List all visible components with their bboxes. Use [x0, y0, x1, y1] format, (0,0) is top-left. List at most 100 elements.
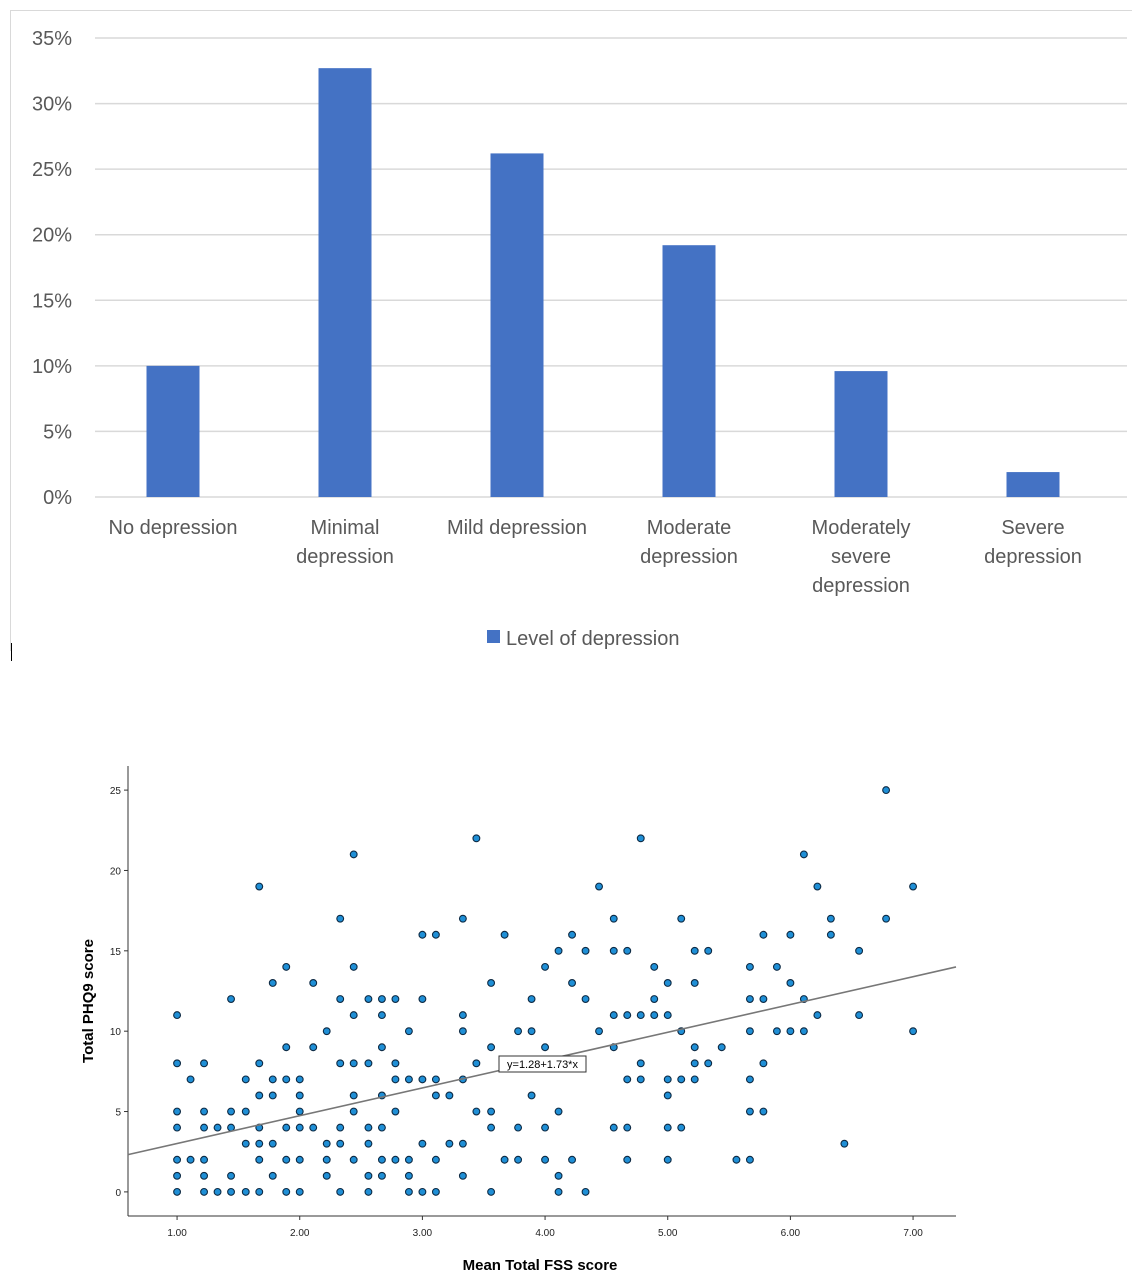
data-point — [636, 1011, 645, 1020]
data-point — [568, 1155, 577, 1164]
data-point — [255, 1059, 264, 1068]
data-point — [364, 1059, 373, 1068]
data-point — [882, 786, 891, 795]
data-point — [745, 1107, 754, 1116]
data-point — [527, 1091, 536, 1100]
data-point — [295, 1123, 304, 1132]
data-point — [663, 1011, 672, 1020]
data-point — [364, 995, 373, 1003]
data-point — [364, 1187, 373, 1196]
data-point — [882, 914, 891, 923]
data-point — [554, 1171, 563, 1180]
y-tick-label: 0% — [43, 487, 72, 509]
data-point — [650, 1011, 659, 1020]
data-point — [309, 1123, 318, 1132]
data-point — [663, 1075, 672, 1084]
data-point — [173, 1059, 182, 1068]
data-point — [704, 946, 713, 955]
data-point — [472, 1107, 481, 1116]
equation-label: y=1.28+1.73*x — [507, 1059, 578, 1071]
data-point — [745, 995, 754, 1003]
data-point — [418, 1139, 427, 1148]
data-point — [282, 1123, 291, 1132]
data-point — [241, 1139, 250, 1148]
data-point — [759, 930, 768, 939]
data-point — [663, 1155, 672, 1164]
data-point — [418, 930, 427, 939]
data-point — [322, 1139, 331, 1148]
data-point — [458, 1027, 467, 1036]
data-point — [595, 1027, 603, 1036]
data-point — [309, 979, 318, 987]
data-point — [541, 1155, 550, 1164]
text-cursor-mark — [11, 643, 12, 661]
data-point — [487, 1187, 496, 1196]
category-label: Mild depression — [447, 517, 587, 539]
data-point — [745, 962, 754, 971]
data-point — [295, 1107, 304, 1116]
data-point — [514, 1155, 523, 1164]
data-point — [282, 962, 291, 971]
data-point — [295, 1091, 304, 1100]
data-point — [255, 1139, 264, 1148]
data-point — [568, 979, 577, 987]
x-tick-label: 5.00 — [658, 1228, 678, 1239]
data-point — [404, 1075, 413, 1084]
data-point — [581, 1187, 590, 1196]
y-tick-label: 30% — [32, 94, 72, 116]
data-point — [541, 962, 550, 971]
data-point — [458, 1171, 467, 1180]
data-point — [623, 1155, 632, 1164]
y-tick-label: 25 — [110, 786, 122, 797]
data-point — [349, 1155, 358, 1164]
data-point — [458, 914, 467, 923]
data-point — [336, 995, 345, 1003]
data-point — [554, 1107, 563, 1116]
data-point — [527, 1027, 536, 1036]
data-point — [759, 995, 768, 1003]
y-tick-label: 35% — [32, 28, 72, 50]
category-label: Severe — [1001, 517, 1064, 539]
data-point — [268, 1075, 277, 1084]
data-point — [472, 1059, 481, 1068]
data-point — [445, 1091, 454, 1100]
data-point — [677, 1075, 686, 1084]
chart-border — [10, 10, 1132, 651]
data-point — [609, 914, 618, 923]
category-label: severe — [831, 546, 891, 568]
data-point — [241, 1187, 250, 1196]
data-point — [309, 1043, 318, 1052]
data-point — [745, 1075, 754, 1084]
data-point — [717, 1043, 726, 1052]
y-tick-label: 25% — [32, 159, 72, 181]
data-point — [227, 995, 235, 1003]
data-point — [595, 882, 603, 891]
data-point — [663, 1091, 672, 1100]
data-point — [541, 1043, 550, 1052]
data-point — [431, 930, 440, 939]
data-point — [404, 1187, 413, 1196]
data-point — [322, 1155, 331, 1164]
data-point — [581, 995, 590, 1003]
data-point — [623, 1075, 632, 1084]
data-point — [404, 1027, 413, 1036]
data-point — [255, 882, 264, 891]
bar — [146, 365, 200, 497]
data-point — [268, 1091, 277, 1100]
data-point — [840, 1139, 849, 1148]
data-point — [268, 979, 277, 987]
data-point — [377, 1155, 386, 1164]
x-tick-label: 4.00 — [535, 1228, 555, 1239]
data-point — [663, 1123, 672, 1132]
data-point — [786, 1027, 795, 1036]
data-point — [200, 1187, 209, 1196]
data-point — [377, 1011, 386, 1020]
category-label: depression — [984, 546, 1082, 568]
data-point — [636, 1059, 645, 1068]
data-point — [200, 1059, 209, 1068]
data-point — [487, 1107, 496, 1116]
y-axis-title: Total PHQ9 score — [80, 939, 97, 1063]
data-point — [690, 1043, 699, 1052]
x-tick-label: 1.00 — [167, 1228, 187, 1239]
data-point — [855, 1011, 864, 1020]
